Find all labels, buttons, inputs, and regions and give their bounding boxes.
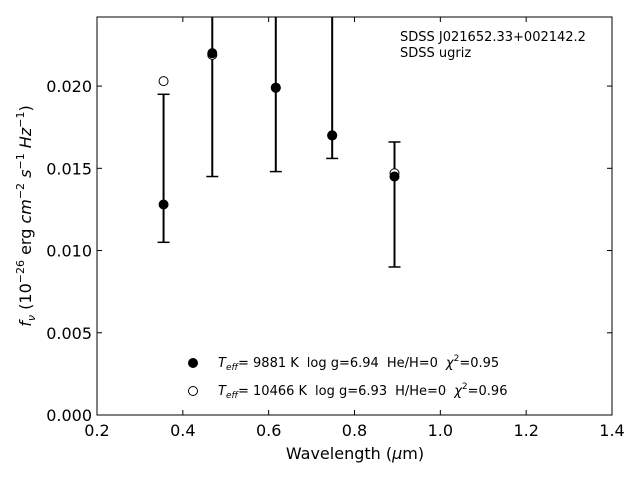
data-points <box>158 48 400 210</box>
x-axis-ticks: 0.2 0.4 0.6 0.8 1.0 1.2 1.4 <box>84 17 625 440</box>
annotation-filter-set: SDSS ugriz <box>400 46 471 61</box>
x-tick-label: 0.6 <box>256 421 281 440</box>
point-open <box>158 76 169 87</box>
y-tick-label: 0.000 <box>46 406 92 425</box>
plot-frame <box>96 16 613 416</box>
x-tick-label: 1.2 <box>513 421 538 440</box>
y-tick-label: 0.020 <box>46 77 92 96</box>
point-filled <box>158 199 169 210</box>
x-tick-label: 0.8 <box>342 421 367 440</box>
y-tick-label: 0.005 <box>46 324 92 343</box>
x-tick-label: 1.4 <box>599 421 624 440</box>
y-tick-label: 0.015 <box>46 159 92 178</box>
legend-marker-filled <box>188 358 198 368</box>
point-filled <box>389 171 400 182</box>
x-tick-label: 0.2 <box>84 421 109 440</box>
point-filled <box>327 130 338 141</box>
x-axis-label: Wavelength (μm) <box>286 444 424 463</box>
x-tick-label: 1.0 <box>428 421 453 440</box>
point-filled <box>270 82 281 93</box>
x-tick-label: 0.4 <box>170 421 195 440</box>
y-axis-ticks: 0.000 0.005 0.010 0.015 0.020 <box>46 77 612 425</box>
legend-marker-open <box>188 386 198 396</box>
point-filled <box>207 48 218 59</box>
error-bars <box>157 17 401 268</box>
y-axis-label: fν (10−26 erg cm−2 s−1 Hz−1) <box>14 105 38 326</box>
y-tick-label: 0.010 <box>46 242 92 261</box>
annotation-object-name: SDSS J021652.33+002142.2 <box>400 30 586 45</box>
